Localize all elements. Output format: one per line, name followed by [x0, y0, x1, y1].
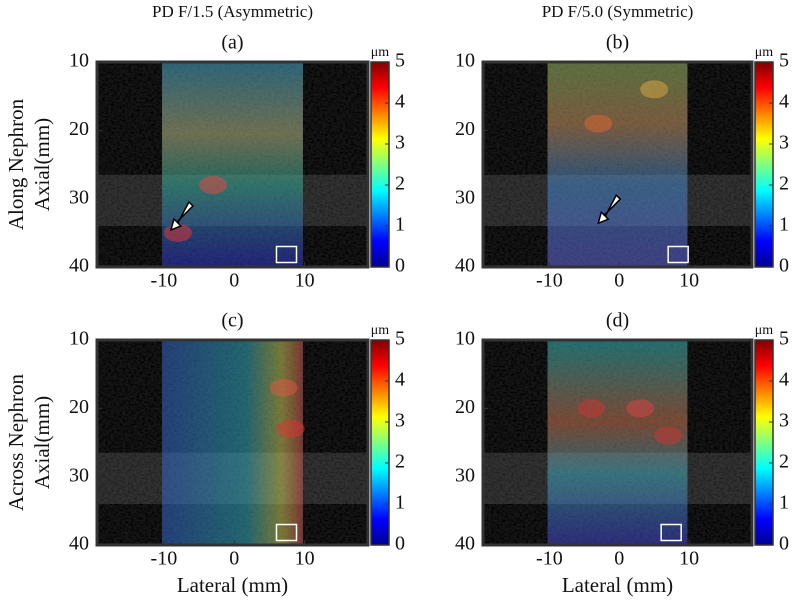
row-label: Along Nephron — [4, 98, 28, 230]
colorbar-unit: μm — [371, 323, 390, 338]
colorbar-tick-label: 2 — [395, 451, 405, 473]
colorbar-tick-label: 3 — [395, 410, 405, 432]
overlay-blob — [626, 399, 655, 418]
overlay-blob — [276, 419, 305, 438]
y-tick-label: 20 — [69, 118, 89, 140]
panel-label: (d) — [606, 310, 629, 332]
colorbar-unit: μm — [755, 323, 774, 338]
x-tick-label: 10 — [295, 270, 315, 292]
x-tick-label: 0 — [614, 548, 624, 570]
y-tick-label: 30 — [455, 186, 475, 208]
plot-frame — [95, 60, 370, 269]
overlay-blob — [640, 80, 669, 99]
colorbar-tick-label: 1 — [779, 214, 789, 236]
y-tick-label: 10 — [455, 328, 475, 350]
x-tick-label: -10 — [151, 548, 178, 570]
plot-frame — [95, 338, 370, 547]
colorbar-unit: μm — [755, 45, 774, 60]
colorbar-tick-label: 1 — [779, 492, 789, 514]
roi-box — [275, 523, 298, 542]
colorbar-tick-label: 3 — [395, 132, 405, 154]
y-tick-label: 20 — [455, 118, 475, 140]
overlay-blob — [269, 378, 298, 397]
colorbar-tick-label: 5 — [395, 328, 405, 350]
overlay — [547, 62, 688, 267]
colorbar-tick-label: 5 — [779, 50, 789, 72]
y-tick-label: 30 — [69, 464, 89, 486]
plot-frame — [481, 60, 754, 269]
y-tick-label: 30 — [455, 464, 475, 486]
x-tick-label: 10 — [295, 548, 315, 570]
row-label: Across Nephron — [4, 373, 28, 511]
panel-label: (b) — [606, 32, 629, 54]
x-tick-label: -10 — [536, 270, 563, 292]
roi-box — [660, 523, 682, 542]
colorbar — [370, 61, 390, 268]
y-tick-label: 10 — [69, 50, 89, 72]
colorbar-tick-label: 2 — [395, 173, 405, 195]
y-tick-label: 40 — [455, 533, 475, 555]
colorbar-tick-label: 5 — [395, 50, 405, 72]
x-tick-label: -10 — [536, 548, 563, 570]
colorbar-tick-label: 4 — [779, 369, 789, 391]
y-tick-label: 40 — [69, 255, 89, 277]
colorbar-tick-label: 4 — [395, 91, 405, 113]
x-tick-label: 10 — [679, 548, 699, 570]
colorbar-tick-label: 1 — [395, 214, 405, 236]
column-title: PD F/1.5 (Asymmetric) — [152, 2, 313, 21]
colorbar-tick-label: 3 — [779, 132, 789, 154]
overlay-blob — [654, 426, 683, 445]
panel-label: (c) — [221, 310, 243, 332]
overlay-blob — [577, 399, 606, 418]
overlay-blob — [199, 176, 228, 194]
colorbar-tick-label: 0 — [395, 533, 405, 555]
colorbar-tick-label: 2 — [779, 451, 789, 473]
overlay — [162, 340, 303, 545]
y-tick-label: 40 — [455, 255, 475, 277]
y-tick-label: 30 — [69, 186, 89, 208]
y-tick-label: 20 — [69, 396, 89, 418]
y-axis-label: Axial(mm) — [30, 118, 54, 211]
colorbar-tick-label: 0 — [779, 533, 789, 555]
roi-box — [667, 245, 689, 264]
column-title: PD F/5.0 (Symmetric) — [542, 2, 694, 21]
y-tick-label: 10 — [69, 328, 89, 350]
colorbar — [370, 339, 390, 546]
colorbar-tick-label: 0 — [395, 255, 405, 277]
colorbar-tick-label: 4 — [779, 91, 789, 113]
x-tick-label: 0 — [229, 270, 239, 292]
x-tick-label: 0 — [614, 270, 624, 292]
arrow — [597, 193, 622, 225]
plot-frame — [481, 338, 754, 547]
colorbar-tick-label: 1 — [395, 492, 405, 514]
colorbar-tick-label: 0 — [779, 255, 789, 277]
y-axis-label: Axial(mm) — [30, 396, 54, 489]
colorbar-unit: μm — [371, 45, 390, 60]
arrow — [169, 200, 194, 232]
colorbar-tick-label: 3 — [779, 410, 789, 432]
y-tick-label: 40 — [69, 533, 89, 555]
y-tick-label: 20 — [455, 396, 475, 418]
colorbar-tick-label: 2 — [779, 173, 789, 195]
overlay-blob — [584, 114, 613, 133]
x-axis-label: Lateral (mm) — [562, 573, 673, 597]
x-tick-label: -10 — [151, 270, 178, 292]
y-tick-label: 10 — [455, 50, 475, 72]
x-axis-label: Lateral (mm) — [177, 573, 288, 597]
colorbar-tick-label: 5 — [779, 328, 789, 350]
x-tick-label: 0 — [229, 548, 239, 570]
roi-box — [275, 245, 298, 264]
colorbar — [754, 339, 774, 546]
colorbar-tick-label: 4 — [395, 369, 405, 391]
panel-label: (a) — [221, 32, 243, 54]
colorbar — [754, 61, 774, 268]
x-tick-label: 10 — [679, 270, 699, 292]
